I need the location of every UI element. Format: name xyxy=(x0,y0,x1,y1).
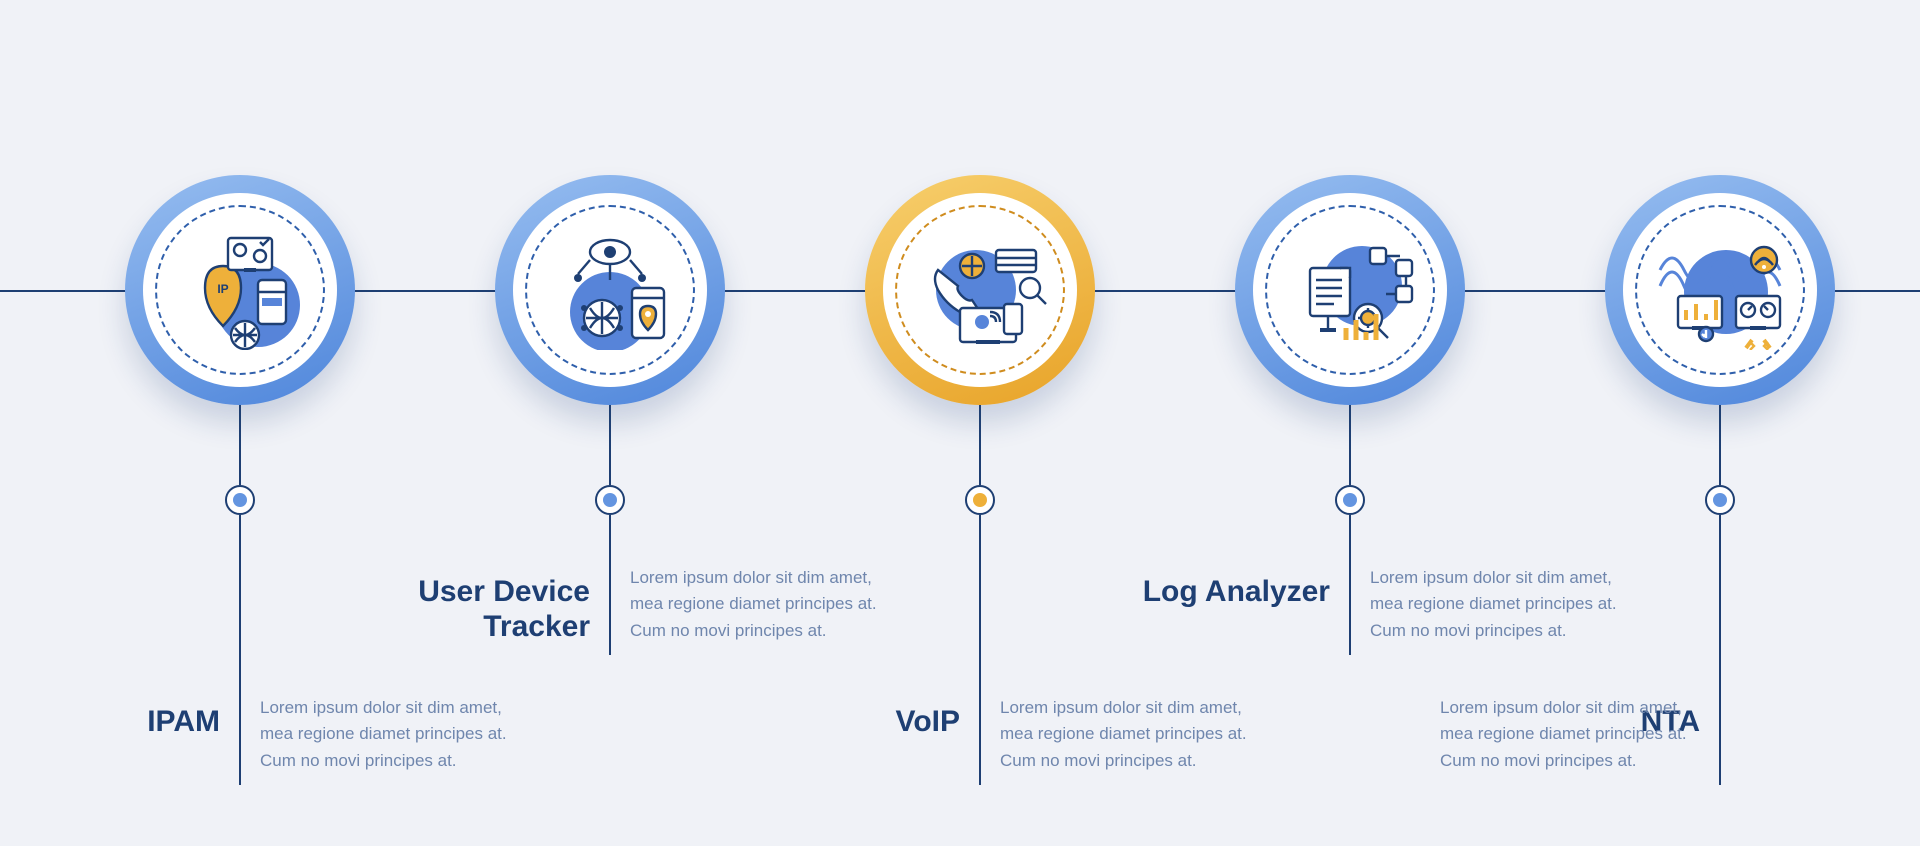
step-title-block: User Device Tracker xyxy=(320,575,590,644)
circle-face xyxy=(883,193,1077,387)
stem-upper xyxy=(609,405,611,485)
nta-icon xyxy=(1650,230,1790,350)
step-body-block: Lorem ipsum dolor sit dim amet, mea regi… xyxy=(1370,565,1630,644)
stem-lower xyxy=(979,515,981,785)
step-body: Lorem ipsum dolor sit dim amet, mea regi… xyxy=(630,565,890,644)
step-node xyxy=(965,485,995,515)
circle-ring xyxy=(495,175,725,405)
circle-ring: IP xyxy=(125,175,355,405)
step-body-block: Lorem ipsum dolor sit dim amet, mea regi… xyxy=(260,695,520,774)
stem-upper xyxy=(1719,405,1721,485)
step-title: Log Analyzer xyxy=(1060,575,1330,610)
udt-icon xyxy=(540,230,680,350)
circle-face: IP xyxy=(143,193,337,387)
step-title: IPAM xyxy=(0,705,220,740)
step-node xyxy=(225,485,255,515)
step-body: Lorem ipsum dolor sit dim amet, mea regi… xyxy=(1000,695,1260,774)
ipam-icon: IP xyxy=(170,230,310,350)
stem-upper xyxy=(1349,405,1351,485)
step-title-block: IPAM xyxy=(0,705,220,740)
stem-upper xyxy=(239,405,241,485)
circle-ring xyxy=(1605,175,1835,405)
step-node-dot xyxy=(973,493,987,507)
step-node xyxy=(1335,485,1365,515)
stem-lower xyxy=(1349,515,1351,655)
step-body-block: Lorem ipsum dolor sit dim amet, mea regi… xyxy=(1000,695,1260,774)
step-title-block: VoIP xyxy=(690,705,960,740)
step-body: Lorem ipsum dolor sit dim amet, mea regi… xyxy=(260,695,520,774)
step-node-dot xyxy=(233,493,247,507)
svg-text:IP: IP xyxy=(217,282,228,296)
step-body: Lorem ipsum dolor sit dim amet, mea regi… xyxy=(1440,695,1700,774)
step-title: VoIP xyxy=(690,705,960,740)
step-title: User Device Tracker xyxy=(320,575,590,644)
log-icon xyxy=(1280,230,1420,350)
step-node-dot xyxy=(603,493,617,507)
infographic-canvas: IP IPAM Lorem ipsum dolor sit dim xyxy=(0,0,1920,846)
step-body-block: Lorem ipsum dolor sit dim amet, mea regi… xyxy=(630,565,890,644)
step-node xyxy=(595,485,625,515)
step-title-block: Log Analyzer xyxy=(1060,575,1330,610)
stem-upper xyxy=(979,405,981,485)
stem-lower xyxy=(1719,515,1721,785)
stem-lower xyxy=(609,515,611,655)
circle-ring xyxy=(865,175,1095,405)
step-udt: User Device Tracker Lorem ipsum dolor si… xyxy=(440,175,780,405)
circle-face xyxy=(513,193,707,387)
stem-lower xyxy=(239,515,241,785)
circle-face xyxy=(1253,193,1447,387)
step-ipam: IP IPAM Lorem ipsum dolor sit dim xyxy=(70,175,410,405)
circle-ring xyxy=(1235,175,1465,405)
step-body: Lorem ipsum dolor sit dim amet, mea regi… xyxy=(1370,565,1630,644)
step-body-block: Lorem ipsum dolor sit dim amet, mea regi… xyxy=(1440,695,1700,774)
step-node xyxy=(1705,485,1735,515)
step-voip: VoIP Lorem ipsum dolor sit dim amet, mea… xyxy=(810,175,1150,405)
step-nta: NTA Lorem ipsum dolor sit dim amet, mea … xyxy=(1550,175,1890,405)
step-node-dot xyxy=(1713,493,1727,507)
step-node-dot xyxy=(1343,493,1357,507)
voip-icon xyxy=(910,230,1050,350)
step-log: Log Analyzer Lorem ipsum dolor sit dim a… xyxy=(1180,175,1520,405)
circle-face xyxy=(1623,193,1817,387)
